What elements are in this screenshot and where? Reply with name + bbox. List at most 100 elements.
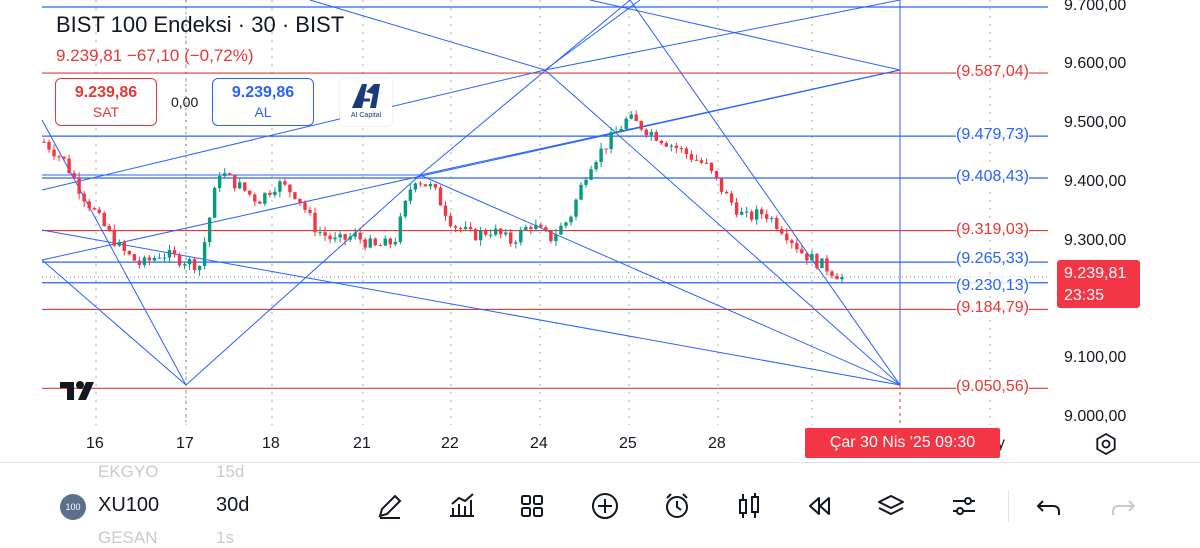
indicators-button[interactable]: [444, 488, 480, 524]
replay-button[interactable]: [801, 488, 837, 524]
redo-button[interactable]: [1105, 488, 1141, 524]
chart-area[interactable]: BIST 100 Endeksi · 30 · BIST 9.239,81 −6…: [0, 0, 1200, 462]
candle-body: [830, 271, 834, 276]
settings-button[interactable]: [946, 488, 982, 524]
price-change: 9.239,81 −67,10 (−0,72%): [56, 46, 254, 65]
next-timeframe[interactable]: 1s: [216, 528, 234, 547]
candle-body: [408, 189, 413, 201]
alert-button[interactable]: [659, 488, 695, 524]
candle-body: [333, 237, 337, 240]
fan-line: [419, 0, 631, 176]
candle-body: [283, 181, 287, 185]
candle-body: [308, 209, 312, 213]
candle-body: [699, 160, 704, 163]
candle-body: [423, 184, 428, 187]
price-axis-label: 9.400,00: [1064, 172, 1127, 190]
candle-body: [403, 200, 408, 217]
prev-symbol[interactable]: EKGYO: [98, 462, 159, 481]
candle-body: [704, 162, 709, 164]
next-symbol[interactable]: GESAN: [98, 528, 158, 547]
candle-body: [273, 191, 277, 195]
candle-body: [694, 159, 699, 161]
candle-body: [584, 179, 588, 185]
candle-body: [368, 238, 372, 248]
candle-body: [57, 156, 61, 158]
candle-body: [117, 242, 121, 246]
symbol-selector[interactable]: XU100: [98, 494, 160, 516]
price-chart[interactable]: [0, 0, 1200, 462]
replay-icon: [809, 497, 830, 515]
candle-body: [569, 216, 573, 223]
candle-body: [619, 128, 623, 132]
level-label: (9.184,79): [956, 299, 1029, 318]
tradingview-logo-icon[interactable]: [58, 378, 106, 402]
symbol-badge: 100: [60, 494, 86, 520]
prev-timeframe[interactable]: 15d: [216, 462, 245, 481]
candle-body: [649, 132, 653, 136]
candle-body: [629, 114, 633, 119]
undo-button[interactable]: [1031, 488, 1067, 524]
candle-body: [674, 145, 679, 149]
candle-body: [554, 234, 558, 242]
candle-body: [167, 250, 172, 258]
fan-line: [309, 0, 546, 71]
toolbar-divider: [1008, 490, 1009, 522]
candle-body: [343, 234, 347, 240]
candle-body: [759, 209, 764, 215]
bar-countdown: 23:35: [1064, 287, 1105, 304]
candle-body: [127, 251, 132, 255]
chart-settings-icon[interactable]: [1094, 432, 1118, 456]
candle-body: [353, 232, 357, 237]
candle-body: [238, 182, 242, 189]
candle-body: [564, 222, 568, 226]
time-axis-label: 24: [530, 435, 548, 452]
candle-body: [212, 187, 217, 218]
layout-button[interactable]: [514, 488, 550, 524]
candle-body: [192, 259, 197, 271]
sell-button[interactable]: 9.239,86 SAT: [55, 78, 157, 126]
candle-body: [433, 184, 438, 188]
fan-line: [544, 0, 901, 71]
add-button[interactable]: [587, 488, 623, 524]
fan-line: [544, 69, 901, 386]
sell-label: SAT: [92, 104, 120, 120]
candle-body: [217, 176, 222, 188]
candles-icon: [739, 493, 759, 518]
candle-body: [152, 257, 157, 261]
candle-body: [222, 173, 227, 177]
candle-body: [734, 202, 739, 215]
objects-button[interactable]: [873, 488, 909, 524]
indicators-icon: [450, 493, 474, 517]
candle-body: [383, 238, 387, 246]
grid-icon: [521, 495, 543, 517]
candle-body: [428, 184, 433, 187]
chart-type-button[interactable]: [731, 488, 767, 524]
draw-tool-button[interactable]: [372, 488, 408, 524]
symbol-title[interactable]: BIST 100 Endeksi · 30 · BIST: [56, 12, 345, 37]
timeframe-selector[interactable]: 30d: [216, 494, 250, 516]
candle-body: [358, 232, 362, 240]
buy-button[interactable]: 9.239,86 AL: [212, 78, 314, 126]
candle-body: [42, 141, 46, 143]
candle-body: [709, 162, 714, 172]
candle-body: [328, 235, 332, 240]
candle-body: [413, 183, 418, 190]
candle-body: [278, 181, 282, 192]
candle-body: [544, 227, 548, 231]
candle-body: [293, 192, 297, 199]
candle-body: [87, 201, 91, 209]
candle-body: [197, 265, 202, 271]
candle-body: [263, 192, 267, 204]
candle-body: [298, 198, 302, 203]
fan-line: [629, 0, 901, 386]
candle-body: [604, 148, 608, 150]
candle-body: [72, 173, 76, 178]
candle-body: [388, 238, 393, 245]
current-price-tag: 9.239,81 23:35: [1057, 260, 1140, 308]
fan-line: [41, 259, 187, 386]
candle-body: [614, 131, 618, 133]
candle-body: [373, 238, 377, 246]
time-axis-label: 17: [176, 435, 194, 452]
time-axis-label: y: [997, 435, 1005, 452]
price-axis-label: 9.300,00: [1064, 231, 1127, 249]
